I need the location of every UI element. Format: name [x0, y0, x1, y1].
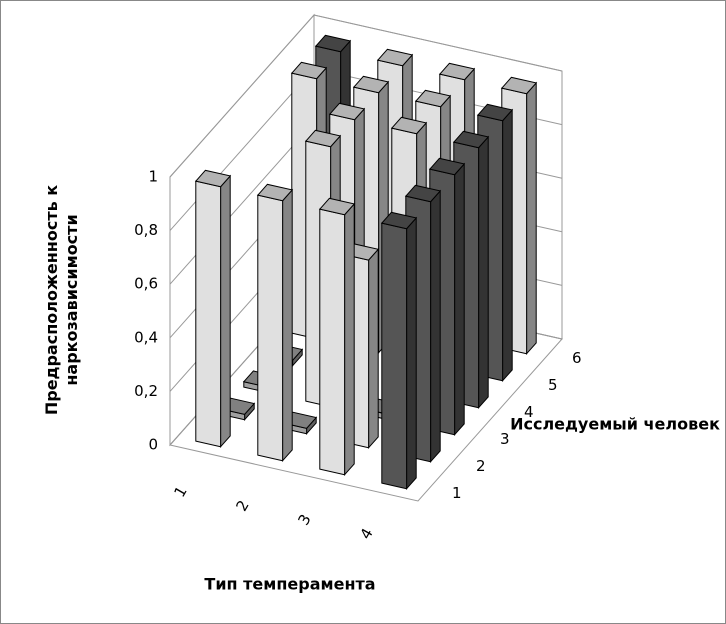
bar-top	[404, 184, 442, 203]
bar	[256, 183, 294, 463]
bar-top	[352, 75, 390, 94]
legend-label: 5	[548, 376, 558, 394]
bar-top	[390, 116, 428, 135]
x-axis-label: Тип темперамента	[204, 575, 375, 594]
bar-top	[290, 61, 328, 80]
z-tick-label: 0,6	[134, 275, 158, 293]
bar	[194, 169, 232, 449]
bar-top	[428, 157, 466, 176]
bar	[380, 211, 418, 491]
bar-side	[220, 174, 231, 449]
legend-label: 1	[452, 484, 462, 502]
bar-top	[194, 169, 232, 188]
bar-top	[256, 183, 294, 202]
grid-line	[169, 14, 563, 178]
bar-front	[195, 180, 222, 448]
bar-top	[328, 102, 366, 121]
z-axis-label: Исследуемый человек	[510, 415, 720, 434]
z-tick-label: 0,8	[134, 221, 158, 239]
legend-label: 2	[476, 457, 486, 475]
bar-top	[380, 211, 418, 230]
bar-front	[381, 222, 408, 490]
bar-top	[304, 129, 342, 148]
bar-top	[318, 197, 356, 216]
bar-front	[257, 194, 284, 462]
z-tick-label: 0,4	[134, 328, 158, 346]
legend-label: 3	[500, 430, 510, 448]
bar-top	[500, 76, 538, 95]
bar-side	[526, 81, 537, 356]
z-tick-label: 0	[148, 436, 158, 454]
y-axis-label: Предрасположенность кнаркозависимости	[42, 185, 81, 415]
z-tick-label: 1	[148, 168, 158, 186]
bar-side	[368, 247, 379, 450]
bar-side	[502, 108, 513, 383]
bar	[318, 197, 356, 477]
bar-top	[376, 48, 414, 67]
bar-front	[319, 208, 346, 476]
bar-top	[476, 103, 514, 122]
bar-top	[452, 130, 490, 149]
legend-label: 6	[572, 349, 582, 367]
legend-label: 4	[524, 403, 534, 421]
bar-side	[478, 135, 489, 410]
bar-side	[454, 162, 465, 437]
bar-side	[430, 189, 441, 464]
z-tick-label: 0,2	[134, 382, 158, 400]
bar-side	[282, 188, 293, 463]
bar-side	[344, 202, 355, 477]
bar-top	[314, 34, 352, 53]
bar-top	[438, 62, 476, 81]
bar-top	[414, 89, 452, 108]
bar-side	[406, 216, 417, 491]
